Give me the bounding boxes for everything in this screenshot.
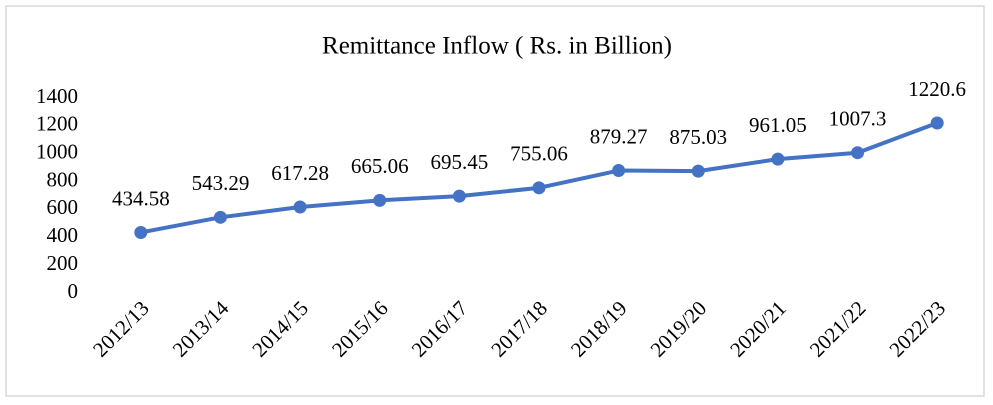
y-tick-label: 0 <box>68 279 79 303</box>
y-tick-label: 1400 <box>36 84 78 108</box>
marker <box>691 164 705 178</box>
y-tick-label: 1000 <box>36 140 78 164</box>
marker <box>213 210 227 224</box>
data-label: 961.05 <box>749 113 807 137</box>
marker <box>452 189 466 203</box>
y-tick-label: 800 <box>47 167 79 191</box>
marker <box>293 200 307 214</box>
data-label: 1220.6 <box>908 77 966 101</box>
marker <box>134 225 148 239</box>
y-tick-label: 600 <box>47 195 79 219</box>
y-tick-label: 400 <box>47 223 79 247</box>
marker <box>930 116 944 130</box>
data-label: 543.29 <box>192 171 250 195</box>
data-label: 695.45 <box>430 150 488 174</box>
marker <box>851 146 865 160</box>
marker <box>373 193 387 207</box>
data-label: 665.06 <box>351 154 409 178</box>
data-label: 617.28 <box>271 161 329 185</box>
y-tick-label: 200 <box>47 251 79 275</box>
data-label: 755.06 <box>510 142 568 166</box>
data-label: 1007.3 <box>829 107 887 131</box>
data-label: 875.03 <box>669 125 727 149</box>
data-label: 434.58 <box>112 186 170 210</box>
marker <box>612 164 626 178</box>
data-label: 879.27 <box>590 124 648 148</box>
chart-title: Remittance Inflow ( Rs. in Billion) <box>322 33 672 60</box>
marker <box>771 152 785 166</box>
y-tick-label: 1200 <box>36 112 78 136</box>
marker <box>532 181 546 195</box>
chart-border <box>5 5 985 397</box>
